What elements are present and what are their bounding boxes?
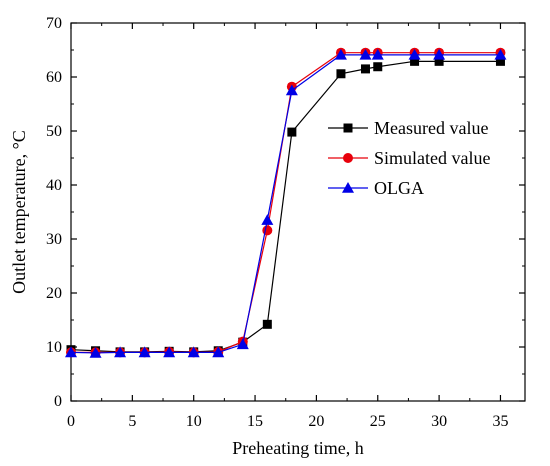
y-tick-label: 10	[46, 339, 62, 356]
data-point	[114, 346, 127, 358]
data-point	[138, 346, 151, 358]
y-tick-label: 50	[46, 123, 62, 140]
data-point	[334, 48, 347, 60]
data-point	[163, 346, 176, 358]
data-point	[89, 346, 102, 358]
data-point	[262, 319, 272, 329]
data-point	[336, 69, 346, 79]
data-point	[373, 62, 383, 72]
x-tick-label: 20	[308, 413, 324, 430]
legend-marker	[342, 182, 354, 193]
data-point	[65, 346, 77, 358]
y-tick-label: 60	[46, 69, 62, 86]
series-line	[70, 60, 501, 353]
y-tick-label: 0	[54, 393, 62, 410]
x-tick-label: 15	[247, 413, 263, 430]
data-point	[261, 214, 274, 225]
data-point	[359, 48, 372, 60]
legend-item: Simulated value	[328, 148, 490, 168]
y-tick-label: 20	[46, 285, 62, 302]
data-point	[360, 64, 370, 74]
series-layer	[65, 47, 507, 358]
legend-label: Simulated value	[374, 148, 490, 168]
data-point	[371, 48, 384, 60]
y-tick-label: 70	[46, 15, 62, 32]
legend-marker	[343, 123, 353, 133]
data-point	[434, 56, 444, 66]
x-tick-label: 30	[431, 413, 447, 430]
data-point	[212, 346, 225, 358]
data-point	[433, 48, 446, 60]
legend: Measured value Simulated value OLGA	[328, 118, 490, 198]
series-measured-value	[66, 56, 505, 357]
plot-frame	[70, 22, 526, 402]
x-tick-label: 35	[492, 413, 508, 430]
data-point	[262, 225, 273, 236]
x-tick-label: 5	[128, 413, 136, 430]
series-line	[71, 52, 501, 354]
data-point	[285, 84, 298, 96]
x-axis-title: Preheating time, h	[232, 438, 363, 458]
series-line	[70, 54, 501, 354]
x-tick-label: 0	[67, 413, 75, 430]
y-axis: 0 10 20 30 40 50 60 70	[46, 15, 525, 410]
legend-label: Measured value	[374, 118, 488, 138]
y-tick-label: 30	[46, 231, 62, 248]
data-point	[187, 346, 200, 358]
legend-item: OLGA	[328, 178, 424, 198]
data-point	[495, 56, 505, 66]
data-point	[410, 56, 420, 66]
data-point	[408, 48, 421, 60]
data-point	[287, 127, 297, 137]
series-olga	[65, 48, 507, 358]
x-axis: 0 5 10 15 20 25 30 35	[67, 23, 508, 430]
y-axis-title: Outlet temperature, °C	[9, 130, 29, 294]
legend-item: Measured value	[328, 118, 488, 138]
data-point	[236, 338, 249, 350]
series-simulated-value	[66, 47, 506, 358]
x-tick-label: 25	[370, 413, 386, 430]
x-tick-label: 10	[186, 413, 202, 430]
y-tick-label: 40	[46, 177, 62, 194]
legend-label: OLGA	[374, 178, 424, 198]
legend-marker	[343, 153, 353, 163]
data-point	[494, 48, 507, 60]
